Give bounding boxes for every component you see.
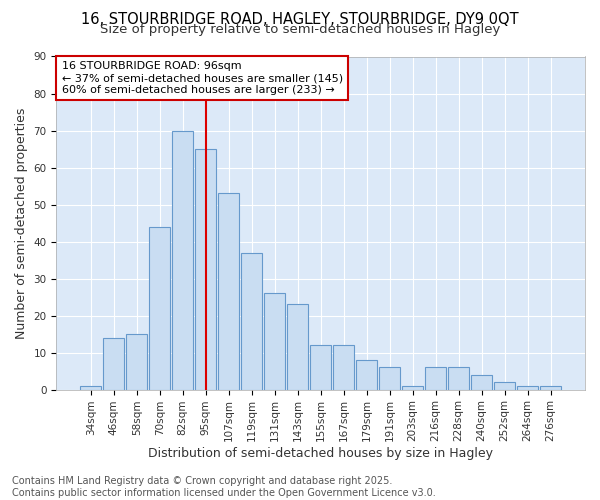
Bar [241, 252, 262, 390]
Bar [472, 375, 492, 390]
Bar [310, 345, 331, 390]
Bar [80, 386, 101, 390]
Bar [356, 360, 377, 390]
Bar [265, 294, 285, 390]
Bar [379, 368, 400, 390]
Bar [149, 226, 170, 390]
Bar [334, 345, 354, 390]
Text: Size of property relative to semi-detached houses in Hagley: Size of property relative to semi-detach… [100, 22, 500, 36]
Bar [196, 149, 216, 390]
Bar [425, 368, 446, 390]
Bar [448, 368, 469, 390]
Text: 16, STOURBRIDGE ROAD, HAGLEY, STOURBRIDGE, DY9 0QT: 16, STOURBRIDGE ROAD, HAGLEY, STOURBRIDG… [81, 12, 519, 28]
Y-axis label: Number of semi-detached properties: Number of semi-detached properties [15, 108, 28, 338]
Bar [127, 334, 147, 390]
Bar [403, 386, 423, 390]
Bar [172, 130, 193, 390]
Text: Contains HM Land Registry data © Crown copyright and database right 2025.
Contai: Contains HM Land Registry data © Crown c… [12, 476, 436, 498]
Bar [517, 386, 538, 390]
Bar [218, 194, 239, 390]
X-axis label: Distribution of semi-detached houses by size in Hagley: Distribution of semi-detached houses by … [148, 447, 493, 460]
Bar [540, 386, 561, 390]
Bar [494, 382, 515, 390]
Bar [103, 338, 124, 390]
Bar [287, 304, 308, 390]
Text: 16 STOURBRIDGE ROAD: 96sqm
← 37% of semi-detached houses are smaller (145)
60% o: 16 STOURBRIDGE ROAD: 96sqm ← 37% of semi… [62, 62, 343, 94]
